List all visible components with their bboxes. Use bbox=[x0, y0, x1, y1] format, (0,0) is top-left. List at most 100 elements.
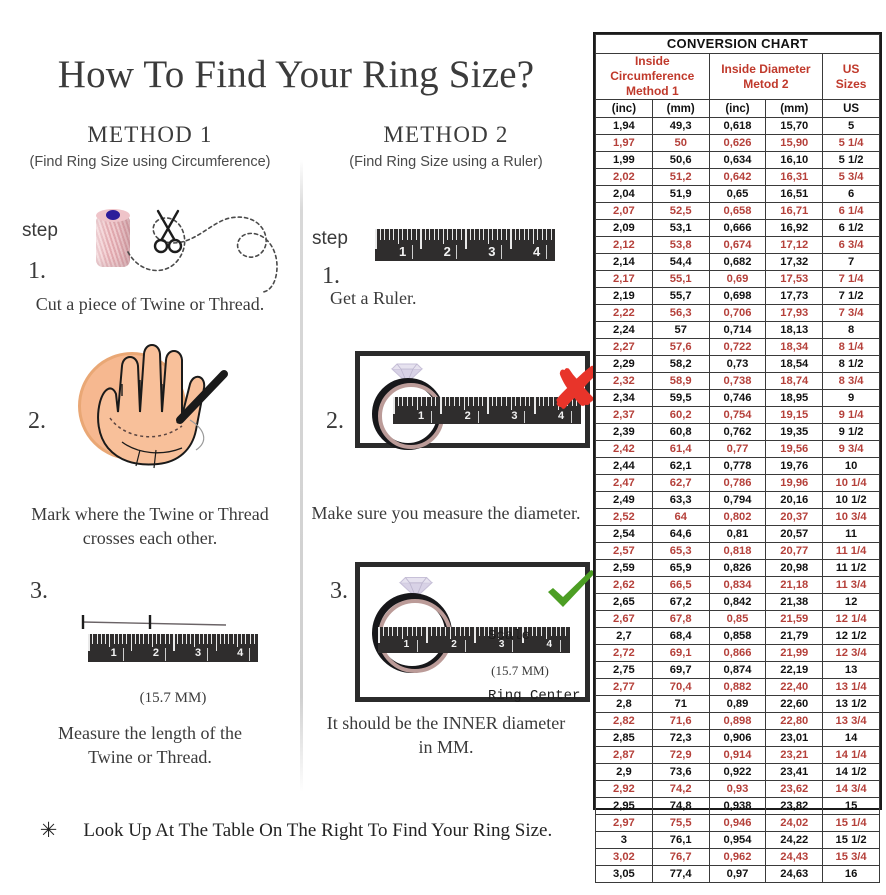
ruler-tick bbox=[387, 627, 389, 637]
ruler-tick bbox=[465, 229, 467, 249]
table-cell: 12 1/2 bbox=[822, 627, 880, 645]
ruler-tick bbox=[88, 634, 90, 652]
table-cell: 16,31 bbox=[765, 168, 824, 186]
table-cell: 3,02 bbox=[595, 848, 653, 866]
table-cell: 20,16 bbox=[765, 491, 824, 509]
scale-label-line-2: Ring Center bbox=[488, 688, 581, 705]
table-row: 1,99 50,6 0,634 16,10 5 1/2 bbox=[595, 151, 880, 169]
table-cell: 60,2 bbox=[651, 406, 710, 424]
ruler-tick bbox=[96, 634, 98, 644]
ruler-tick bbox=[435, 397, 437, 407]
table-row: 2,77 70,4 0,882 22,40 13 1/4 bbox=[595, 678, 880, 696]
table-cell: 14 3/4 bbox=[822, 780, 880, 798]
ruler-tick bbox=[215, 634, 218, 652]
table-cell: 19,96 bbox=[765, 474, 824, 492]
ruler-tick bbox=[168, 634, 170, 644]
table-cell: 54,4 bbox=[651, 253, 710, 271]
ruler-tick bbox=[492, 229, 493, 241]
method-1-subtitle: (Find Ring Size using Circumference) bbox=[29, 154, 271, 170]
table-cell: 2,67 bbox=[595, 610, 653, 628]
method-2-subtitle: (Find Ring Size using a Ruler) bbox=[349, 154, 543, 170]
caption-line-2: in MM. bbox=[418, 736, 474, 757]
ruler-tick bbox=[411, 627, 413, 637]
ruler-separator bbox=[464, 640, 466, 652]
ruler-tick bbox=[429, 229, 430, 241]
table-cell: 1,97 bbox=[595, 134, 653, 152]
table-group-header-row: Inside Circumference Method 1 Inside Diame… bbox=[595, 53, 880, 100]
table-cell: 14 1/2 bbox=[822, 763, 880, 781]
ruler-tick bbox=[139, 634, 140, 644]
ruler-tick bbox=[219, 634, 221, 644]
table-cell: 0,914 bbox=[708, 746, 767, 764]
table-cell: 0,666 bbox=[708, 219, 767, 237]
table-cell: 0,714 bbox=[708, 321, 767, 339]
table-row: 2,02 51,2 0,642 16,31 5 3/4 bbox=[595, 168, 880, 186]
asterisk-icon: ✳ bbox=[39, 818, 58, 842]
check-mark-icon bbox=[548, 570, 596, 607]
ruler-tick bbox=[433, 229, 435, 241]
table-cell: 15 1/4 bbox=[822, 814, 880, 832]
table-cell: 6 bbox=[822, 185, 880, 203]
table-cell: 20,77 bbox=[765, 542, 824, 560]
ruler-tick bbox=[560, 627, 562, 637]
table-cell: 2,72 bbox=[595, 644, 653, 662]
table-group-header: Inside Circumference Method 1 bbox=[595, 53, 710, 100]
table-cell: 62,1 bbox=[651, 457, 710, 475]
ruler-tick bbox=[411, 397, 413, 407]
table-cell: 10 1/4 bbox=[822, 474, 880, 492]
table-cell: 0,898 bbox=[708, 712, 767, 730]
table-cell: 77,4 bbox=[651, 865, 710, 883]
ruler-tick bbox=[454, 627, 456, 637]
ruler-label: 3 bbox=[195, 647, 202, 660]
group-header-line-2: Method 1 bbox=[625, 84, 679, 98]
table-row: 2,57 65,3 0,818 20,77 11 1/4 bbox=[595, 542, 880, 560]
ruler-tick bbox=[505, 397, 507, 407]
method-1-step-3-number: 3. bbox=[30, 578, 48, 604]
table-cell: 5 3/4 bbox=[822, 168, 880, 186]
table-row: 2,44 62,1 0,778 19,76 10 bbox=[595, 457, 880, 475]
ruler-tick bbox=[444, 397, 446, 407]
ruler-tick bbox=[474, 627, 476, 644]
table-row: 1,94 49,3 0,618 15,70 5 bbox=[595, 117, 880, 135]
ruler-tick bbox=[541, 229, 543, 241]
table-cell: 76,1 bbox=[651, 831, 710, 849]
ruler-tick bbox=[496, 229, 498, 241]
ruler-label: 3 bbox=[511, 409, 518, 422]
method-1-step-2-number: 2. bbox=[28, 408, 46, 434]
ruler-separator bbox=[249, 648, 251, 661]
table-cell: 7 1/4 bbox=[822, 270, 880, 288]
table-cell: 18,54 bbox=[765, 355, 824, 373]
table-cell: 3,05 bbox=[595, 865, 653, 883]
table-cell: 53,1 bbox=[651, 219, 710, 237]
table-cell: 2,44 bbox=[595, 457, 653, 475]
table-row: 2,49 63,3 0,794 20,16 10 1/2 bbox=[595, 491, 880, 509]
table-row: 2,09 53,1 0,666 16,92 6 1/2 bbox=[595, 219, 880, 237]
ruler-tick bbox=[126, 634, 128, 644]
table-cell: 6 3/4 bbox=[822, 236, 880, 254]
ruler-tick bbox=[510, 229, 512, 249]
ruler-tick bbox=[92, 634, 94, 644]
table-row: 2,14 54,4 0,682 17,32 7 bbox=[595, 253, 880, 271]
ruler-separator bbox=[524, 410, 526, 423]
table-cell: 12 1/4 bbox=[822, 610, 880, 628]
ruler-tick bbox=[451, 229, 453, 241]
ruler-tick bbox=[546, 627, 547, 640]
table-cell: 50,6 bbox=[651, 151, 710, 169]
ruler-label: 4 bbox=[237, 647, 244, 660]
table-cell: 19,56 bbox=[765, 440, 824, 458]
ruler-tick bbox=[130, 634, 133, 652]
table-cell: 15,70 bbox=[765, 117, 824, 135]
table-cell: 2,92 bbox=[595, 780, 653, 798]
table-cell: 0,77 bbox=[708, 440, 767, 458]
ruler-tick bbox=[232, 634, 234, 644]
table-cell: 14 1/4 bbox=[822, 746, 880, 764]
table-cell: 52,5 bbox=[651, 202, 710, 220]
table-row: 2,72 69,1 0,866 21,99 12 3/4 bbox=[595, 644, 880, 662]
ruler-label: 1 bbox=[398, 244, 407, 260]
ruler-tick bbox=[416, 397, 418, 410]
page-title: How To Find Your Ring Size? bbox=[57, 53, 535, 96]
table-cell: 6 1/2 bbox=[822, 219, 880, 237]
ruler-tick bbox=[160, 634, 162, 644]
ruler-tick bbox=[460, 229, 462, 241]
